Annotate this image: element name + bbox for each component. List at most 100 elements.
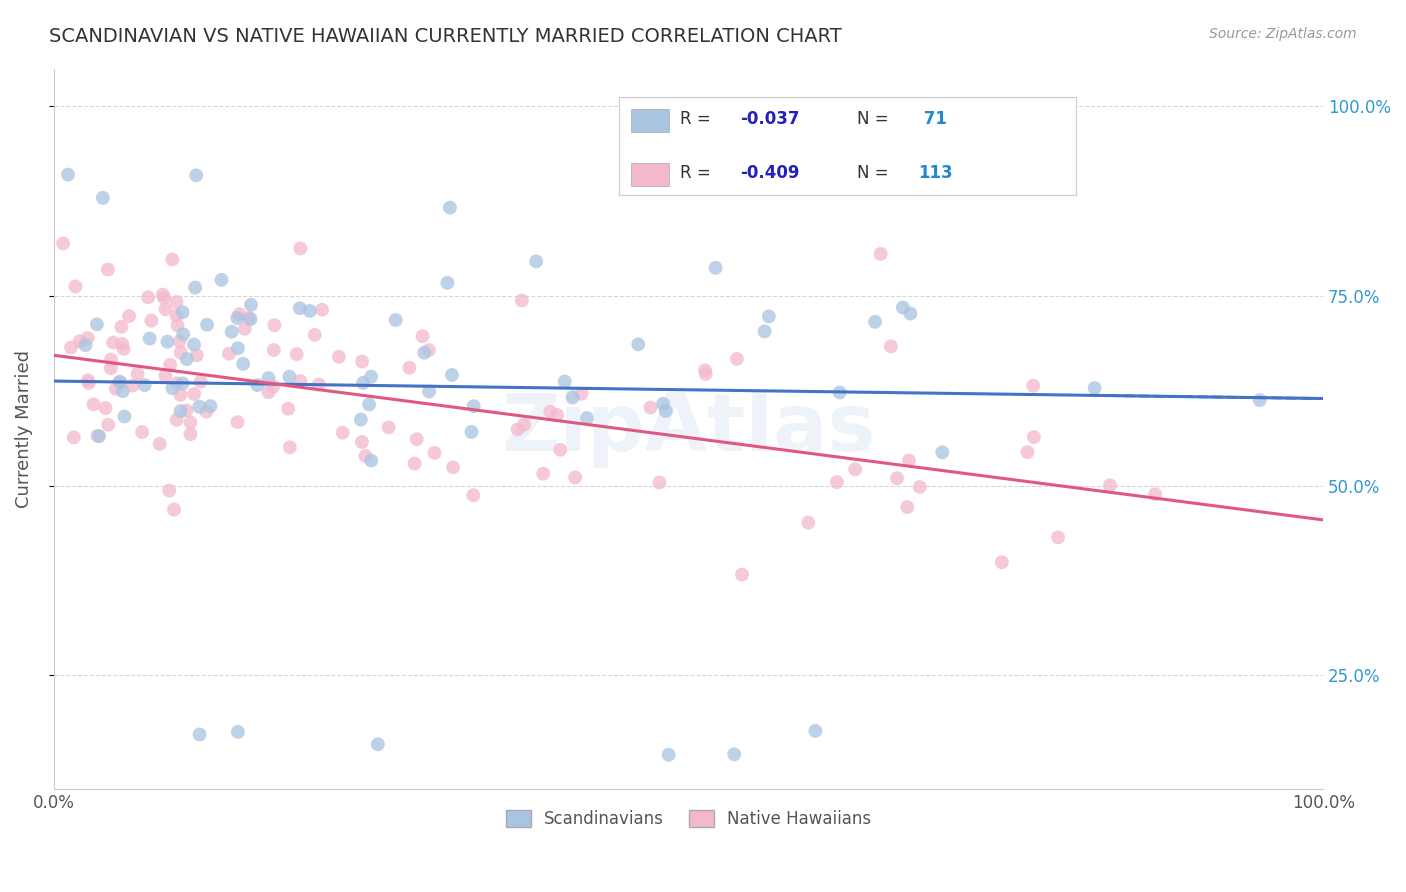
Point: [111, 384, 134, 398]
Point: [246, 378, 269, 392]
Point: [166, 376, 188, 391]
Point: [384, 313, 406, 327]
Point: [423, 446, 446, 460]
Point: [804, 723, 827, 738]
Point: [723, 747, 745, 762]
Point: [360, 369, 382, 384]
Point: [439, 201, 461, 215]
Point: [226, 415, 249, 429]
Point: [869, 247, 891, 261]
Point: [561, 391, 583, 405]
Point: [134, 378, 156, 392]
Point: [131, 425, 153, 439]
Point: [758, 310, 780, 324]
Point: [170, 404, 193, 418]
FancyBboxPatch shape: [631, 163, 669, 186]
Point: [97, 417, 120, 432]
Point: [797, 516, 820, 530]
Point: [352, 354, 374, 368]
Point: [571, 386, 593, 401]
Point: [880, 339, 903, 353]
Y-axis label: Currently Married: Currently Married: [15, 350, 32, 508]
Point: [263, 380, 285, 394]
Point: [357, 397, 380, 411]
Point: [186, 169, 208, 183]
Point: [377, 420, 399, 434]
Point: [891, 301, 914, 315]
Point: [152, 287, 174, 301]
Point: [754, 324, 776, 338]
Point: [77, 376, 100, 390]
Point: [1084, 381, 1107, 395]
Point: [725, 351, 748, 366]
Point: [141, 313, 163, 327]
Point: [285, 347, 308, 361]
Point: [221, 325, 243, 339]
Point: [176, 403, 198, 417]
Point: [654, 404, 676, 418]
Point: [166, 413, 188, 427]
Point: [640, 401, 662, 415]
Point: [328, 350, 350, 364]
Point: [118, 309, 141, 323]
Point: [76, 331, 98, 345]
Point: [418, 343, 440, 357]
Point: [188, 400, 211, 414]
Point: [166, 309, 188, 323]
Point: [183, 337, 205, 351]
FancyBboxPatch shape: [631, 109, 669, 132]
Point: [367, 737, 389, 751]
Text: N =: N =: [858, 110, 894, 128]
Point: [239, 312, 262, 326]
Point: [1249, 393, 1271, 408]
Point: [627, 337, 650, 351]
Point: [538, 404, 561, 418]
Text: 113: 113: [918, 164, 953, 182]
Point: [138, 332, 160, 346]
Point: [159, 358, 181, 372]
Point: [226, 725, 249, 739]
Point: [398, 360, 420, 375]
Point: [108, 375, 131, 389]
Point: [531, 467, 554, 481]
Point: [350, 412, 373, 426]
Point: [156, 334, 179, 349]
Point: [186, 348, 208, 362]
Point: [195, 318, 218, 332]
Text: -0.037: -0.037: [741, 110, 800, 128]
Point: [546, 408, 568, 422]
Point: [169, 334, 191, 349]
Point: [897, 453, 920, 467]
Point: [110, 376, 132, 390]
Point: [83, 397, 105, 411]
Point: [828, 385, 851, 400]
Point: [257, 385, 280, 400]
Point: [60, 341, 83, 355]
Point: [179, 416, 201, 430]
Point: [238, 310, 260, 325]
Point: [290, 374, 312, 388]
Point: [360, 453, 382, 467]
Text: R =: R =: [679, 164, 716, 182]
Point: [257, 371, 280, 385]
Point: [463, 399, 485, 413]
Point: [332, 425, 354, 440]
Point: [226, 310, 249, 325]
Point: [886, 471, 908, 485]
Point: [52, 236, 75, 251]
Point: [404, 457, 426, 471]
Text: N =: N =: [858, 164, 894, 182]
Point: [288, 301, 311, 316]
Point: [354, 449, 377, 463]
Point: [513, 417, 536, 432]
Point: [172, 305, 194, 319]
Point: [157, 483, 180, 498]
Point: [162, 252, 184, 267]
Point: [170, 345, 193, 359]
Text: R =: R =: [679, 110, 716, 128]
Point: [112, 409, 135, 424]
Point: [172, 327, 194, 342]
Point: [94, 401, 117, 415]
Point: [863, 315, 886, 329]
Point: [1022, 430, 1045, 444]
